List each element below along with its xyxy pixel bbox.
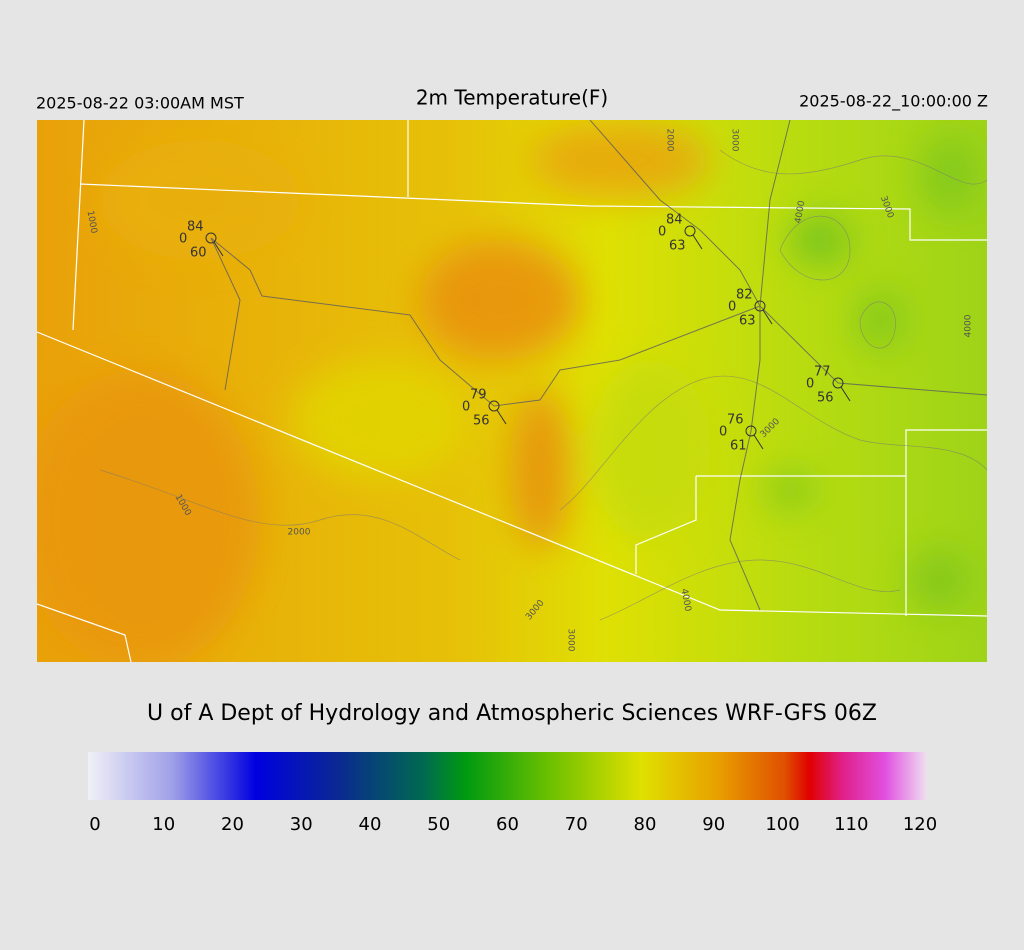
colorbar-tick-label: 110 <box>834 814 868 835</box>
station-dewpoint: 61 <box>730 439 747 454</box>
station-dewpoint: 63 <box>739 314 756 329</box>
station-cloud: 0 <box>179 232 187 247</box>
station-cloud: 0 <box>806 377 814 392</box>
station-dewpoint: 60 <box>190 246 207 261</box>
colorbar-tick-label: 80 <box>634 814 657 835</box>
station-temperature: 79 <box>470 388 487 403</box>
colorbar <box>88 752 927 800</box>
station-cloud: 0 <box>462 400 470 415</box>
contour-label: 4000 <box>794 200 808 225</box>
station-temperature: 82 <box>736 288 753 303</box>
station-temperature: 84 <box>666 213 683 228</box>
colorbar-tick-label: 100 <box>765 814 799 835</box>
contour-label: 2000 <box>288 528 311 538</box>
colorbar-tick-label: 60 <box>496 814 519 835</box>
station-temperature: 76 <box>727 413 744 428</box>
station-dewpoint: 56 <box>817 391 834 406</box>
station-marker <box>832 377 844 389</box>
station-marker <box>684 225 696 237</box>
contour-label: 3000 <box>566 629 576 652</box>
station-temperature: 84 <box>187 220 204 235</box>
valid-local: 2025-08-22 03:00AM MST <box>36 94 244 113</box>
colorbar-tick-label: 0 <box>89 814 100 835</box>
station-cloud: 0 <box>719 425 727 440</box>
wind-barb <box>762 309 773 325</box>
credit: U of A Dept of Hydrology and Atmospheric… <box>147 701 877 726</box>
station-cloud: 0 <box>658 225 666 240</box>
map <box>37 120 987 662</box>
station-dewpoint: 56 <box>473 414 490 429</box>
contour-label: 2000 <box>665 129 675 152</box>
colorbar-tick-label: 50 <box>427 814 450 835</box>
colorbar-tick-label: 40 <box>359 814 382 835</box>
wind-barb <box>213 241 224 257</box>
colorbar-tick-label: 10 <box>152 814 175 835</box>
station-marker <box>488 400 500 412</box>
colorbar-tick-label: 90 <box>702 814 725 835</box>
contour-label: 4000 <box>679 588 693 613</box>
station-dewpoint: 63 <box>669 239 686 254</box>
title: 2m Temperature(F) <box>416 86 608 110</box>
colorbar-tick-label: 120 <box>903 814 937 835</box>
wind-barb <box>840 386 851 402</box>
wind-barb <box>753 434 764 450</box>
contour-label: 4000 <box>964 314 974 337</box>
contour-label: 1000 <box>85 210 99 235</box>
wind-barb <box>496 409 507 425</box>
station-temperature: 77 <box>814 365 831 380</box>
station-cloud: 0 <box>728 300 736 315</box>
station-marker <box>745 425 757 437</box>
station-marker <box>754 300 766 312</box>
colorbar-tick-label: 20 <box>221 814 244 835</box>
wind-barb <box>692 234 703 250</box>
colorbar-tick-label: 30 <box>290 814 313 835</box>
contour-label: 3000 <box>730 129 740 152</box>
station-marker <box>205 232 217 244</box>
valid-utc: 2025-08-22_10:00:00 Z <box>799 92 988 112</box>
colorbar-tick-label: 70 <box>565 814 588 835</box>
